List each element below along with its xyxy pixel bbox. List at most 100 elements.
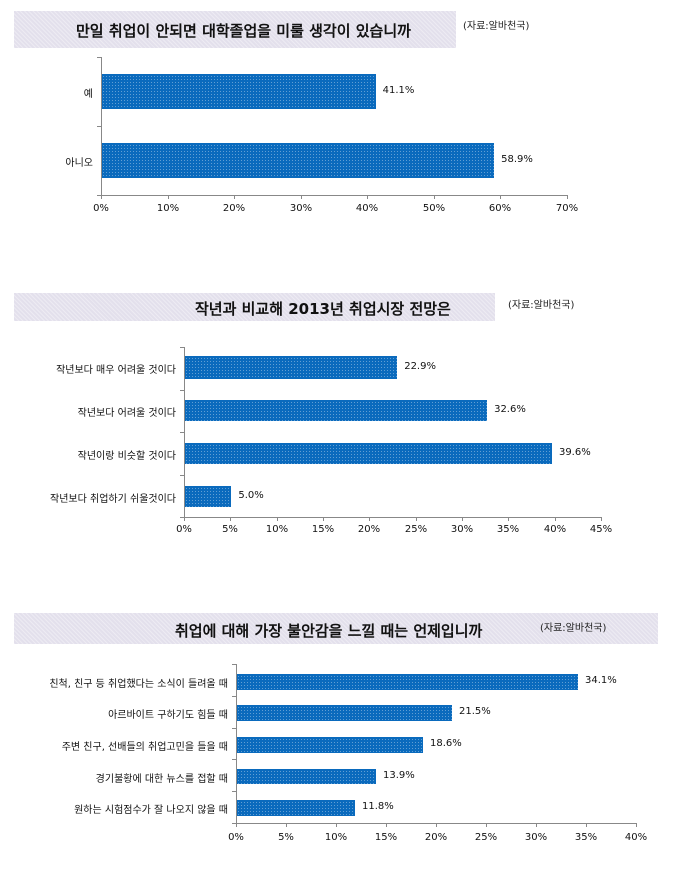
x-tick-label: 35% (496, 524, 520, 535)
y-tick-mark (232, 791, 236, 792)
x-tick-label: 70% (555, 203, 579, 214)
category-label: 원하는 시험점수가 잘 나오지 않을 때 (74, 805, 228, 816)
x-tick-mark (234, 195, 235, 199)
bar (185, 443, 552, 464)
x-tick-label: 0% (93, 203, 109, 214)
x-tick-mark (636, 823, 637, 827)
category-label: 작년보다 취업하기 쉬울것이다 (50, 493, 176, 505)
x-tick-label: 30% (524, 832, 548, 843)
x-tick-label: 40% (543, 524, 567, 535)
x-tick-mark (367, 195, 368, 199)
x-tick-label: 15% (374, 832, 398, 843)
x-tick-mark (286, 823, 287, 827)
x-tick-label: 40% (355, 203, 379, 214)
source-label: (자료:알바천국) (540, 623, 607, 634)
bar (185, 400, 488, 421)
chart-title: 작년과 비교해 2013년 취업시장 전망은 (195, 300, 451, 318)
y-tick-mark (180, 390, 184, 391)
x-tick-mark (236, 823, 237, 827)
bar (237, 769, 376, 784)
data-label: 5.0% (238, 489, 264, 501)
bar (102, 143, 495, 178)
x-tick-label: 20% (357, 524, 381, 535)
x-tick-mark (601, 517, 602, 521)
x-tick-mark (301, 195, 302, 199)
data-label: 39.6% (558, 446, 591, 458)
y-tick-mark (180, 517, 184, 518)
x-axis (184, 517, 602, 518)
bar (102, 74, 376, 109)
data-label: 32.6% (494, 403, 526, 415)
x-tick-label: 25% (404, 524, 428, 535)
y-tick-mark (97, 126, 101, 127)
x-tick-mark (101, 195, 102, 199)
bar (185, 356, 398, 379)
x-tick-mark (416, 517, 417, 521)
x-tick-mark (323, 517, 324, 521)
category-label: 경기불황에 대한 뉴스를 접할 때 (95, 773, 228, 785)
x-tick-mark (508, 517, 509, 521)
y-tick-mark (232, 759, 236, 760)
x-tick-mark (462, 517, 463, 521)
title-band (14, 293, 495, 321)
data-label: 34.1% (585, 675, 617, 686)
source-label: (자료:알바천국) (508, 300, 575, 311)
x-tick-mark (436, 823, 437, 827)
data-label: 18.6% (430, 738, 462, 749)
x-tick-label: 0% (176, 524, 192, 535)
x-axis (101, 195, 568, 196)
x-tick-label: 60% (488, 203, 512, 214)
x-tick-label: 20% (222, 203, 246, 214)
data-label: 21.5% (459, 706, 491, 717)
x-tick-mark (184, 517, 185, 521)
data-label: 11.8% (362, 801, 394, 812)
category-label: 작년보다 매우 어려울 것이다 (56, 364, 176, 376)
chart-title: 취업에 대해 가장 불안감을 느낄 때는 언제입니까 (175, 622, 483, 640)
x-tick-label: 15% (311, 524, 335, 535)
source-label: (자료:알바천국) (463, 21, 530, 32)
x-tick-label: 30% (450, 524, 474, 535)
x-tick-label: 10% (324, 832, 348, 843)
bar (237, 800, 355, 816)
category-label: 아르바이트 구하기도 힘들 때 (108, 710, 228, 721)
category-label: 아니오 (65, 157, 93, 169)
x-tick-mark (434, 195, 435, 199)
x-tick-mark (369, 517, 370, 521)
chart-title: 만일 취업이 안되면 대학졸업을 미룰 생각이 있습니까 (76, 22, 411, 40)
title-band (14, 613, 658, 644)
bar (237, 737, 423, 753)
x-tick-label: 40% (624, 832, 648, 843)
x-tick-label: 25% (474, 832, 498, 843)
y-tick-mark (97, 57, 101, 58)
data-label: 22.9% (404, 360, 436, 372)
y-tick-mark (97, 195, 101, 196)
data-label: 41.1% (382, 84, 415, 96)
x-tick-label: 10% (156, 203, 180, 214)
x-tick-label: 20% (424, 832, 448, 843)
x-tick-mark (536, 823, 537, 827)
bar (237, 674, 578, 690)
bar (237, 705, 452, 721)
x-tick-mark (336, 823, 337, 827)
x-tick-label: 30% (289, 203, 313, 214)
x-tick-label: 5% (222, 524, 238, 535)
title-band (14, 11, 456, 48)
y-tick-mark (180, 432, 184, 433)
x-tick-label: 35% (574, 832, 598, 843)
x-tick-label: 5% (278, 832, 294, 843)
y-axis (184, 347, 185, 517)
x-tick-label: 50% (422, 203, 446, 214)
category-label: 친척, 친구 등 취업했다는 소식이 들려올 때 (49, 679, 228, 690)
x-tick-mark (567, 195, 568, 199)
y-tick-mark (232, 823, 236, 824)
x-tick-label: 0% (228, 832, 244, 843)
y-tick-mark (232, 728, 236, 729)
category-label: 주변 친구, 선배들의 취업고민을 들을 때 (61, 742, 228, 753)
x-tick-label: 45% (589, 524, 613, 535)
x-tick-mark (230, 517, 231, 521)
y-tick-mark (232, 696, 236, 697)
y-axis (101, 57, 102, 195)
